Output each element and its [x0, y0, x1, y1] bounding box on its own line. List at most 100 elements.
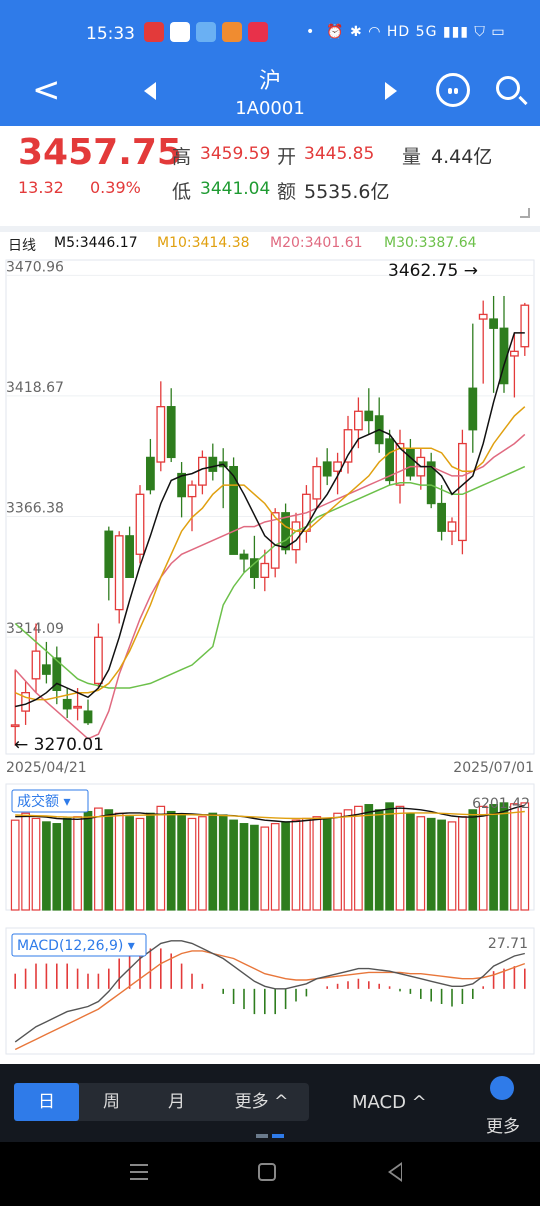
- candle-body: [344, 430, 351, 462]
- volume-bar: [365, 805, 372, 910]
- candle-body: [240, 554, 247, 559]
- volume-bar: [147, 813, 154, 910]
- candle-body: [43, 665, 50, 674]
- period-toolbar: 日 周 月 更多 ^ MACD ^ 更多: [0, 1064, 540, 1142]
- low-annotation: ← 3270.01: [14, 735, 104, 755]
- volume-bar: [43, 822, 50, 910]
- period-label: 日线: [8, 235, 36, 255]
- macd-title: MACD(12,26,9) ▾: [17, 938, 135, 954]
- volume-bar: [95, 808, 102, 910]
- ma5-label: M5:3446.17: [54, 235, 138, 251]
- volume-bar: [479, 806, 486, 910]
- candle-body: [95, 637, 102, 683]
- volume-bar: [53, 824, 60, 910]
- app-icon: [222, 22, 242, 42]
- volume-bar: [282, 822, 289, 910]
- volume-bar: [209, 813, 216, 910]
- volume-bar: [490, 805, 497, 910]
- high-annotation: 3462.75 →: [388, 261, 478, 281]
- volume-bar: [521, 803, 528, 910]
- volume-label: 量: [402, 142, 421, 169]
- candlestick-chart[interactable]: 3470.96 3418.67 3366.38 3314.09 3462.75 → ← 3…: [0, 258, 540, 778]
- status-signal: • ⏰ ✱ ◠ HD 5G ▮▮▮ ⛉ ▭: [306, 24, 506, 40]
- candle-body: [188, 485, 195, 497]
- expand-icon[interactable]: [520, 208, 530, 218]
- volume-bar: [74, 817, 81, 910]
- back-icon[interactable]: [388, 1162, 402, 1182]
- dea-line: [15, 951, 525, 1050]
- candle-body: [313, 467, 320, 499]
- volume-bar: [157, 806, 164, 910]
- home-icon[interactable]: [258, 1163, 276, 1181]
- low-label: 低: [172, 177, 191, 204]
- macd-chart[interactable]: MACD(12,26,9) ▾ 27.71: [0, 926, 540, 1056]
- volume-bar: [459, 817, 466, 910]
- ma10-line: [15, 407, 525, 700]
- volume-bar: [438, 820, 445, 910]
- ma-legend: 日线 M5:3446.17 M10:3414.38 M20:3401.61 M3…: [0, 235, 540, 257]
- volume-title: 成交额 ▾: [17, 793, 70, 810]
- candle-body: [261, 564, 268, 578]
- message-icon[interactable]: [436, 73, 470, 107]
- tab-day[interactable]: 日: [14, 1083, 79, 1121]
- amount-value: 5535.6亿: [304, 177, 389, 204]
- volume-bar: [511, 804, 518, 910]
- volume-bar: [271, 824, 278, 910]
- volume-bar: [261, 827, 268, 910]
- indicator-select[interactable]: MACD ^: [352, 1092, 427, 1113]
- candle-body: [448, 522, 455, 531]
- price-change-pct: 0.39%: [90, 178, 141, 197]
- next-stock-button[interactable]: [385, 82, 397, 100]
- candle-body: [521, 305, 528, 347]
- volume-bar: [136, 818, 143, 910]
- current-price: 3457.75: [18, 132, 182, 173]
- more-icon[interactable]: [490, 1076, 514, 1100]
- amount-label: 额: [277, 177, 296, 204]
- volume-chart[interactable]: 成交额 ▾ 6201.42: [0, 782, 540, 912]
- volume-bar: [407, 813, 414, 910]
- menu-icon[interactable]: [130, 1164, 148, 1180]
- volume-bar: [32, 818, 39, 910]
- x-tick-label: 2025/04/21: [6, 760, 87, 776]
- tab-more[interactable]: 更多 ^: [214, 1083, 309, 1121]
- divider: [0, 226, 540, 232]
- tab-month[interactable]: 月: [144, 1083, 209, 1121]
- volume-bar: [448, 822, 455, 910]
- status-app-icons: [144, 22, 268, 42]
- system-nav-bar: [0, 1142, 540, 1206]
- candle-body: [365, 411, 372, 420]
- header-bar: 15:33 • ⏰ ✱ ◠ HD 5G ▮▮▮ ⛉ ▭ < 沪 1A0001: [0, 0, 540, 126]
- candle-body: [147, 457, 154, 489]
- candle-body: [490, 319, 497, 328]
- app-icon: [170, 22, 190, 42]
- ma20-label: M20:3401.61: [270, 235, 363, 251]
- volume-bar: [396, 806, 403, 910]
- volume-bar: [219, 815, 226, 910]
- candle-body: [199, 457, 206, 485]
- open-value: 3445.85: [304, 144, 374, 164]
- volume-bar: [251, 825, 258, 910]
- candle-body: [167, 407, 174, 458]
- volume-bar: [84, 812, 91, 910]
- tab-week[interactable]: 周: [79, 1083, 144, 1121]
- app-icon: [196, 22, 216, 42]
- volume-bar: [63, 818, 70, 910]
- candle-body: [32, 651, 39, 679]
- more-button[interactable]: 更多: [486, 1112, 520, 1137]
- y-tick-label: 3418.67: [6, 380, 64, 396]
- candle-body: [407, 448, 414, 476]
- volume-bar: [469, 810, 476, 910]
- volume-bar: [417, 817, 424, 910]
- candle-body: [126, 536, 133, 578]
- volume-bar: [230, 820, 237, 910]
- volume-bar: [303, 818, 310, 910]
- candle-body: [209, 457, 216, 471]
- y-tick-label: 3314.09: [6, 621, 64, 637]
- candle-body: [105, 531, 112, 577]
- volume-bar: [115, 813, 122, 910]
- search-icon[interactable]: [496, 76, 520, 100]
- app-icon: [248, 22, 268, 42]
- ma30-line: [15, 467, 525, 688]
- volume-value: 4.44亿: [431, 142, 492, 169]
